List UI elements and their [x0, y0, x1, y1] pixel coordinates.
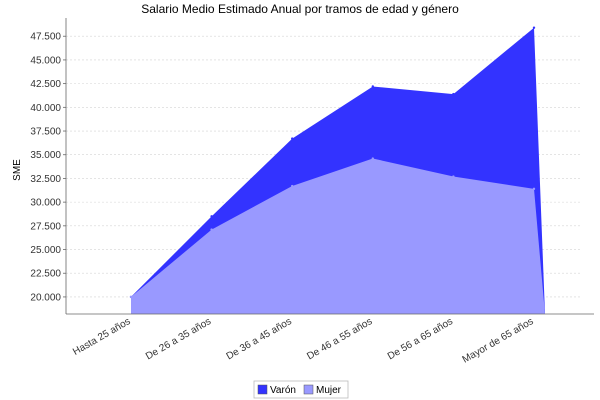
legend-label: Varón — [270, 385, 296, 396]
series-layer — [129, 26, 545, 314]
y-tick-label: 32.500 — [30, 174, 61, 185]
area-series-2 — [131, 158, 545, 314]
data-point — [452, 175, 455, 178]
y-tick-label: 30.000 — [30, 198, 61, 209]
data-point — [129, 295, 133, 299]
data-point — [532, 187, 536, 191]
y-tick-label: 45.000 — [30, 55, 61, 66]
y-axis-label: SME — [12, 159, 23, 181]
data-point — [291, 137, 294, 140]
data-point — [291, 184, 294, 188]
chart-title: Salario Medio Estimado Anual por tramos … — [141, 2, 459, 16]
legend-label: Mujer — [316, 385, 342, 396]
y-tick-label: 27.500 — [30, 221, 61, 232]
x-tick-label: De 46 a 55 años — [305, 316, 374, 362]
y-tick-label: 25.000 — [30, 245, 61, 256]
y-tick-label: 37.500 — [30, 127, 61, 138]
legend-swatch — [257, 384, 268, 395]
x-axis: Hasta 25 años De 26 a 35 años De 36 a 45 a… — [66, 313, 594, 366]
y-tick-label: 42.500 — [30, 79, 61, 90]
x-tick-label: De 56 a 65 años — [386, 316, 455, 362]
y-tick-label: 35.000 — [30, 150, 61, 161]
data-point — [371, 157, 374, 160]
x-tick-label: De 36 a 45 años — [225, 316, 294, 362]
x-tick-label: De 26 a 35 años — [144, 316, 213, 362]
y-tick-label: 22.500 — [30, 269, 61, 280]
y-tick-label: 20.000 — [30, 292, 61, 303]
y-axis: 20.000 22.500 25.000 27.500 30.000 32.500 35.0… — [30, 18, 67, 314]
legend: Varón Mujer — [253, 380, 349, 399]
data-point — [371, 85, 374, 88]
data-point — [452, 92, 455, 96]
data-point — [210, 215, 213, 218]
y-tick-label: 40.000 — [30, 103, 61, 114]
x-tick-label: Mayor de 65 años — [461, 316, 536, 366]
data-point — [210, 228, 213, 231]
x-tick-label: Hasta 25 años — [71, 316, 132, 358]
legend-swatch — [303, 384, 314, 395]
y-tick-label: 47.500 — [30, 32, 61, 43]
legend-frame — [253, 380, 349, 399]
data-point — [532, 26, 536, 29]
